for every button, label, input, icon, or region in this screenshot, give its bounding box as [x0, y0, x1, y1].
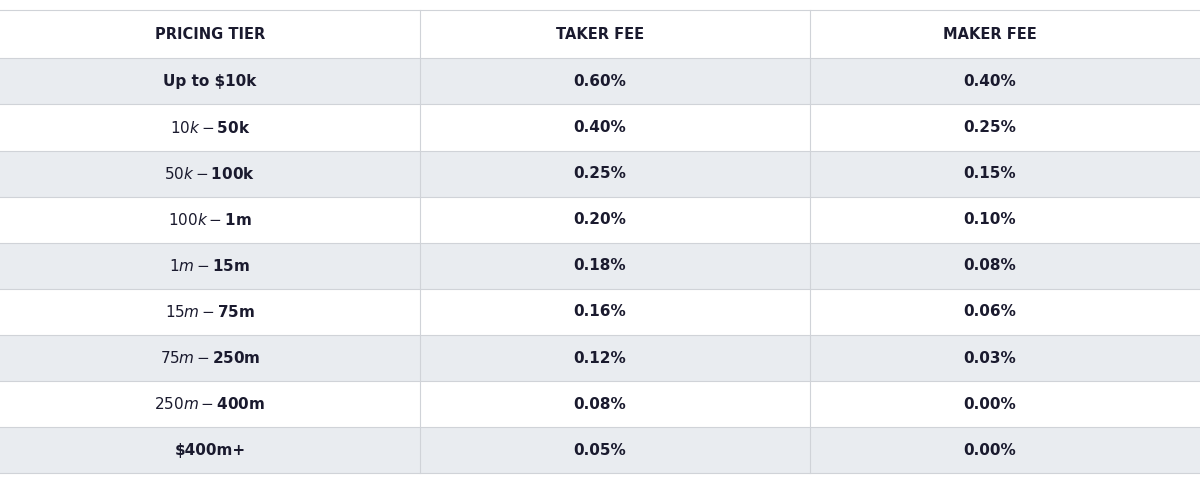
- Text: 0.10%: 0.10%: [964, 212, 1016, 227]
- FancyBboxPatch shape: [0, 289, 1200, 335]
- Text: MAKER FEE: MAKER FEE: [943, 27, 1037, 42]
- Text: TAKER FEE: TAKER FEE: [556, 27, 644, 42]
- Text: Up to $10k: Up to $10k: [163, 74, 257, 89]
- Text: 0.08%: 0.08%: [964, 258, 1016, 273]
- Text: PRICING TIER: PRICING TIER: [155, 27, 265, 42]
- Text: 0.06%: 0.06%: [964, 304, 1016, 319]
- Text: 0.05%: 0.05%: [574, 443, 626, 458]
- Text: 0.20%: 0.20%: [574, 212, 626, 227]
- Text: $400m+: $400m+: [174, 443, 246, 458]
- Text: $75m - $250m: $75m - $250m: [160, 350, 260, 366]
- Text: $50k - $100k: $50k - $100k: [164, 166, 256, 182]
- Text: 0.60%: 0.60%: [574, 74, 626, 89]
- Text: 0.00%: 0.00%: [964, 397, 1016, 412]
- Text: 0.25%: 0.25%: [574, 166, 626, 181]
- Text: 0.15%: 0.15%: [964, 166, 1016, 181]
- Text: $10k - $50k: $10k - $50k: [169, 119, 251, 136]
- FancyBboxPatch shape: [0, 151, 1200, 197]
- Text: 0.16%: 0.16%: [574, 304, 626, 319]
- Text: 0.00%: 0.00%: [964, 443, 1016, 458]
- Text: 0.03%: 0.03%: [964, 351, 1016, 366]
- Text: $1m - $15m: $1m - $15m: [169, 258, 251, 274]
- Text: $15m - $75m: $15m - $75m: [166, 304, 254, 320]
- Text: 0.18%: 0.18%: [574, 258, 626, 273]
- FancyBboxPatch shape: [0, 427, 1200, 473]
- FancyBboxPatch shape: [0, 381, 1200, 427]
- Text: 0.40%: 0.40%: [574, 120, 626, 135]
- FancyBboxPatch shape: [0, 58, 1200, 104]
- FancyBboxPatch shape: [0, 335, 1200, 381]
- FancyBboxPatch shape: [0, 197, 1200, 243]
- Text: 0.12%: 0.12%: [574, 351, 626, 366]
- FancyBboxPatch shape: [0, 104, 1200, 151]
- Text: $100k - $1m: $100k - $1m: [168, 212, 252, 227]
- Text: 0.40%: 0.40%: [964, 74, 1016, 89]
- Text: 0.08%: 0.08%: [574, 397, 626, 412]
- FancyBboxPatch shape: [0, 10, 1200, 58]
- FancyBboxPatch shape: [0, 243, 1200, 289]
- Text: 0.25%: 0.25%: [964, 120, 1016, 135]
- Text: $250m - $400m: $250m - $400m: [155, 396, 265, 412]
